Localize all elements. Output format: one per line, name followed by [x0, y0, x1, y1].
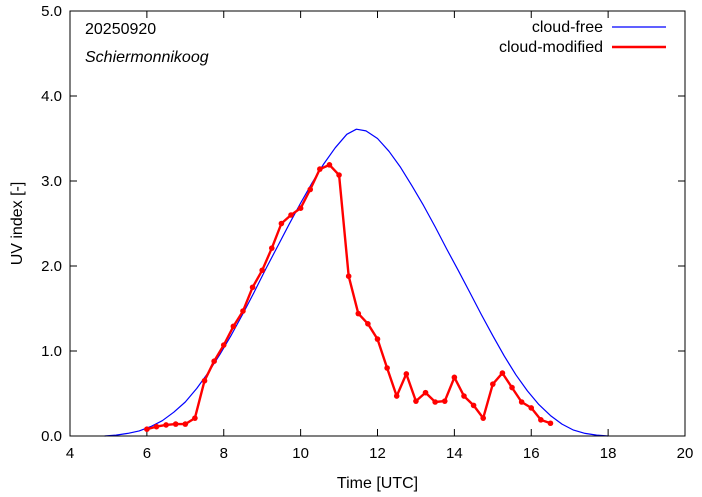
- data-point-cloud-modified: [413, 398, 419, 404]
- data-point-cloud-modified: [259, 267, 265, 274]
- x-tick-label: 4: [66, 445, 74, 462]
- data-point-cloud-modified: [268, 245, 275, 251]
- series-layer: [104, 128, 609, 437]
- data-point-cloud-modified: [230, 323, 237, 330]
- data-point-cloud-modified: [480, 415, 487, 421]
- x-tick-label: 12: [369, 445, 386, 462]
- y-axis-label: UV index [-]: [9, 182, 26, 266]
- data-point-cloud-modified: [422, 389, 429, 396]
- data-point-cloud-modified: [249, 284, 256, 291]
- data-point-cloud-modified: [499, 370, 506, 376]
- data-point-cloud-modified: [538, 417, 544, 423]
- data-point-cloud-modified: [461, 393, 467, 399]
- annotation-date: 20250920: [85, 21, 156, 38]
- y-tick-label: 0.0: [41, 428, 62, 445]
- x-axis-label: Time [UTC]: [337, 475, 418, 492]
- x-tick-label: 18: [600, 445, 617, 462]
- data-point-cloud-modified: [355, 310, 362, 317]
- data-point-cloud-modified: [297, 205, 304, 211]
- data-point-cloud-modified: [393, 393, 400, 399]
- data-point-cloud-modified: [163, 422, 169, 428]
- x-tick-label: 10: [292, 445, 309, 462]
- data-point-cloud-modified: [547, 420, 554, 427]
- tick-marks: [69, 10, 686, 437]
- x-tick-label: 20: [677, 445, 694, 462]
- data-point-cloud-modified: [307, 186, 314, 193]
- data-point-cloud-modified: [528, 405, 535, 411]
- data-point-cloud-modified: [403, 371, 410, 377]
- y-tick-label: 3.0: [41, 173, 62, 190]
- data-point-cloud-modified: [345, 273, 352, 280]
- x-tick-label: 8: [220, 445, 228, 462]
- x-tick-label: 14: [446, 445, 463, 462]
- x-tick-label: 16: [523, 445, 540, 462]
- series-line-cloud-modified: [146, 163, 551, 431]
- y-tick-label: 5.0: [41, 3, 62, 20]
- x-tick-label: 6: [143, 445, 151, 462]
- series-line-cloud-free: [104, 128, 609, 437]
- y-tick-label: 4.0: [41, 88, 62, 105]
- data-point-cloud-modified: [240, 308, 246, 314]
- data-point-cloud-modified: [326, 162, 333, 168]
- data-point-cloud-modified: [211, 358, 217, 365]
- data-point-cloud-modified: [288, 212, 294, 218]
- data-point-cloud-modified: [441, 398, 448, 404]
- data-point-cloud-modified: [518, 399, 525, 405]
- data-point-cloud-modified: [172, 421, 179, 427]
- data-point-cloud-modified: [317, 166, 323, 172]
- data-point-cloud-modified: [509, 384, 515, 391]
- data-point-cloud-modified: [144, 426, 150, 433]
- y-tick-label: 2.0: [41, 258, 62, 275]
- data-point-cloud-modified: [365, 321, 371, 327]
- data-point-cloud-modified: [153, 423, 160, 430]
- data-point-cloud-modified: [278, 220, 285, 227]
- data-point-cloud-modified: [336, 172, 342, 178]
- data-point-cloud-modified: [182, 421, 189, 427]
- data-point-cloud-modified: [374, 336, 381, 342]
- legend-label-cloud-modified: cloud-modified: [499, 39, 603, 56]
- data-point-cloud-modified: [201, 377, 208, 384]
- legend-label-cloud-free: cloud-free: [532, 19, 603, 36]
- data-point-cloud-modified: [220, 342, 227, 348]
- data-point-cloud-modified: [192, 415, 198, 421]
- plot-frame: [69, 10, 686, 437]
- data-point-cloud-modified: [451, 374, 458, 381]
- data-point-cloud-modified: [432, 399, 438, 405]
- data-point-cloud-modified: [470, 402, 477, 409]
- y-tick-label: 1.0: [41, 343, 62, 360]
- data-point-cloud-modified: [490, 381, 496, 387]
- data-point-cloud-modified: [384, 365, 390, 371]
- annotation-site: Schiermonnikoog: [85, 49, 209, 66]
- tick-labels: 4 6 8 10 12 14 16 18 20 0.0 1.0 2.0 3.0 4.0 5.0: [41, 3, 693, 462]
